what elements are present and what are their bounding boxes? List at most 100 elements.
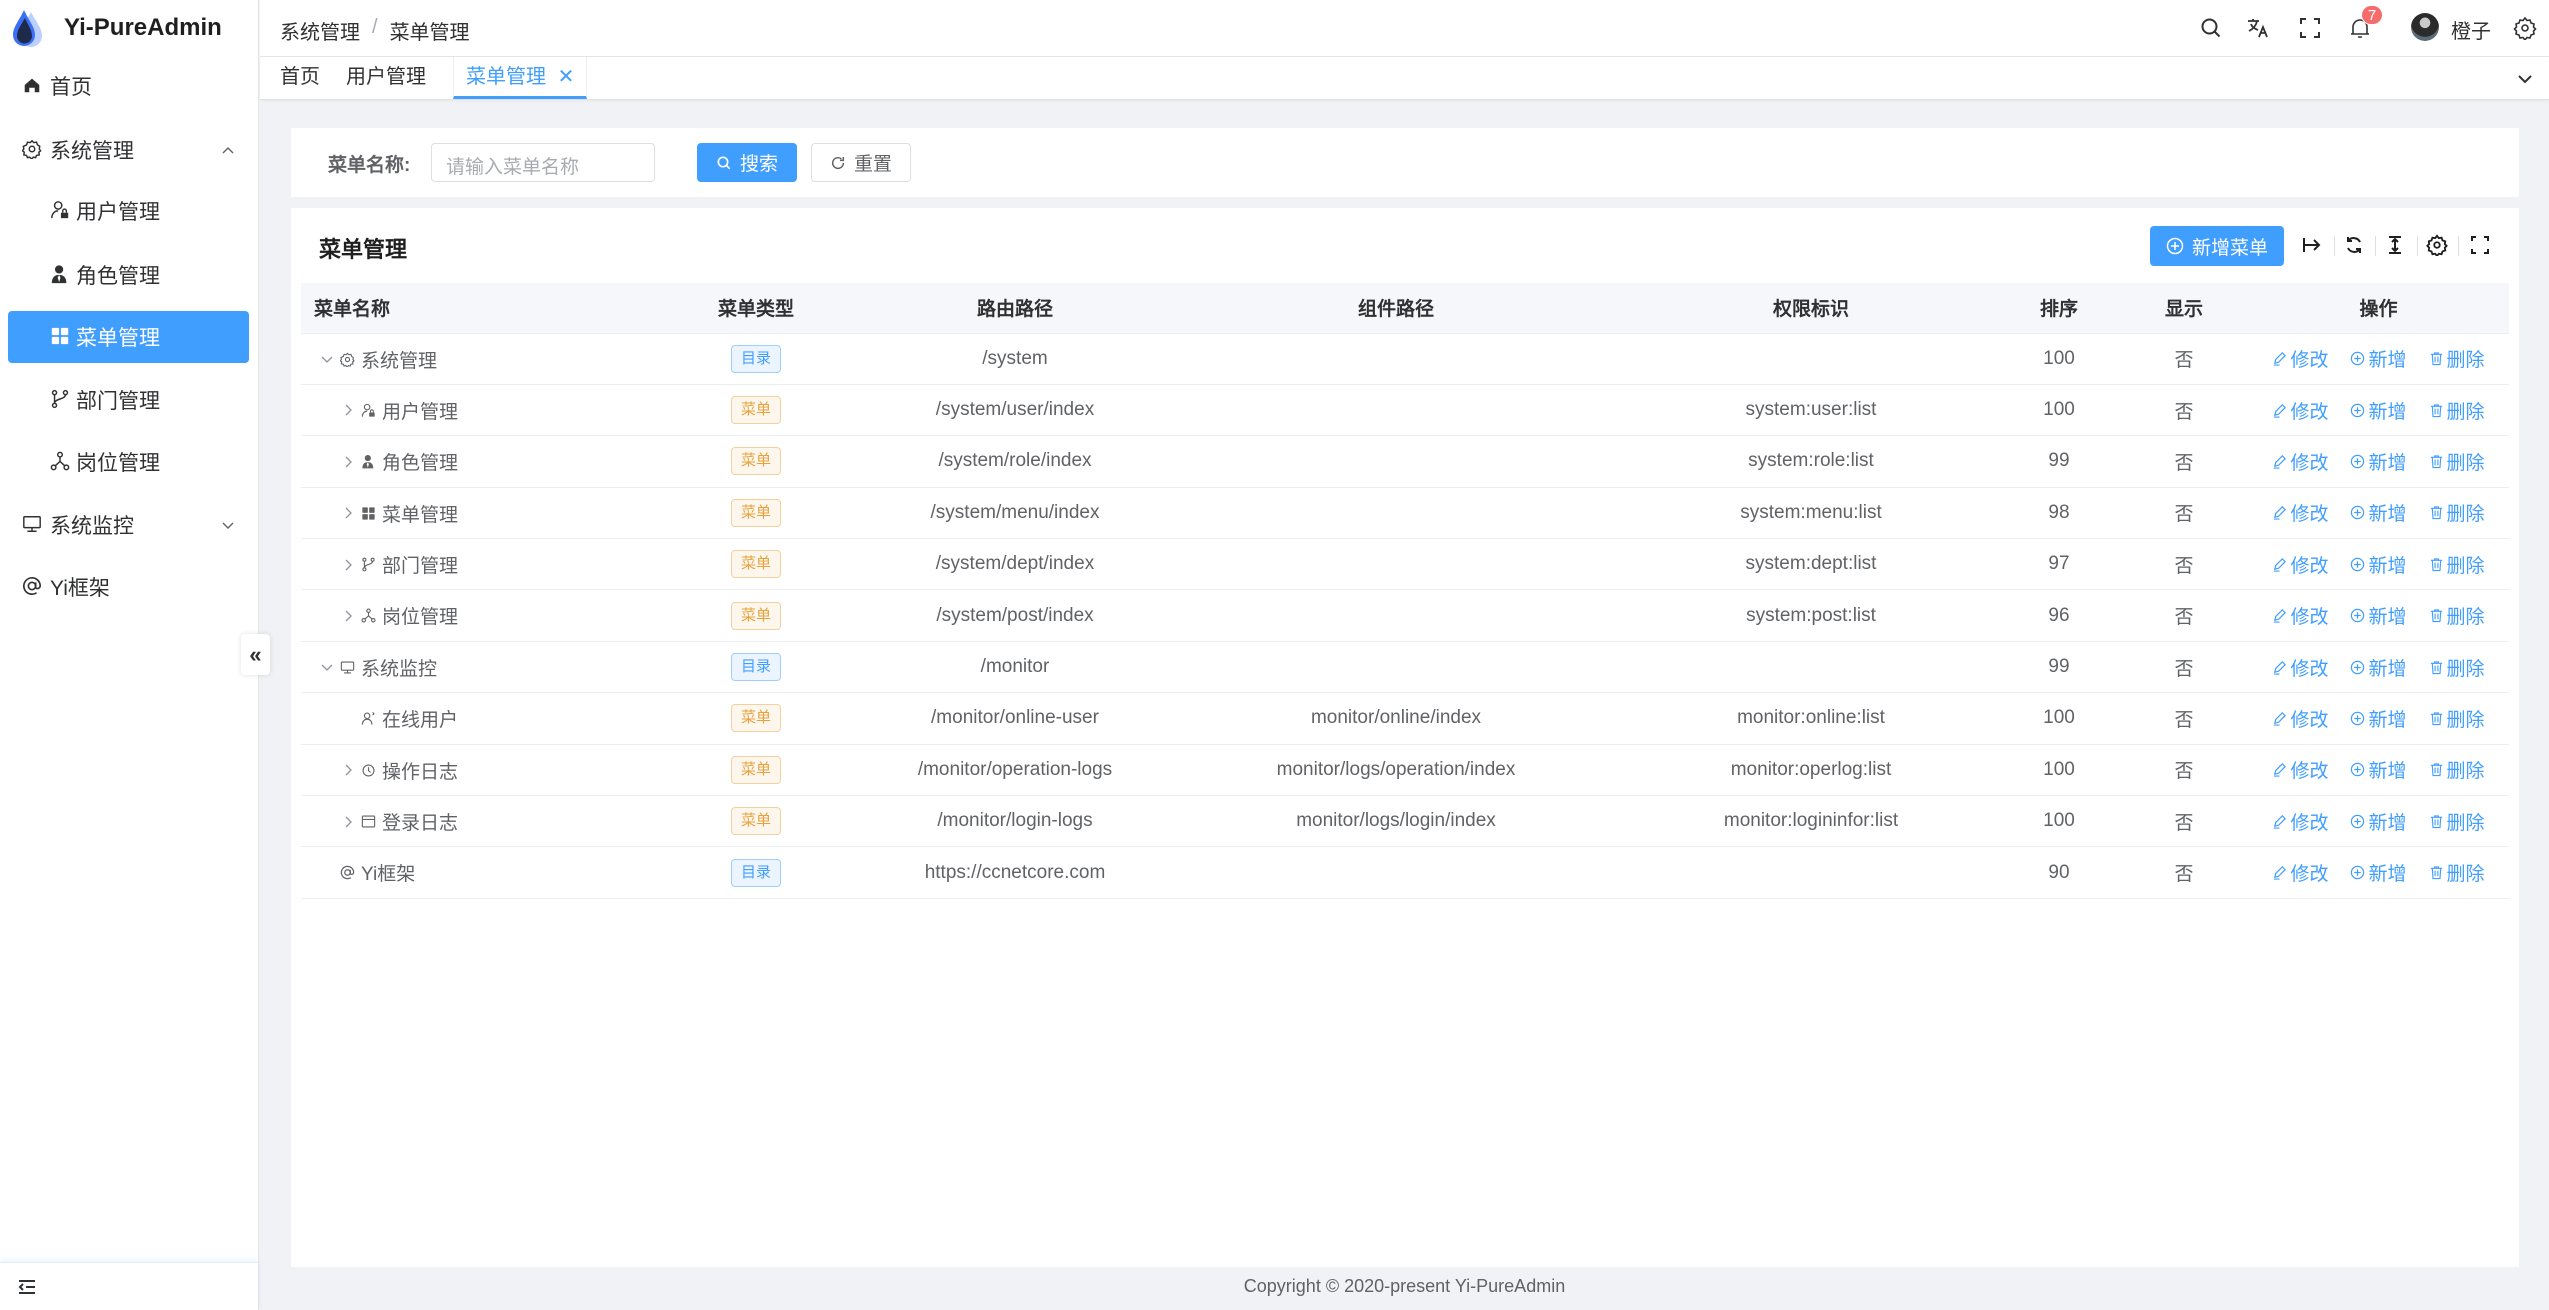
cell-permission: system:menu:list (1624, 487, 1998, 540)
expand-chevron-right-icon[interactable] (341, 403, 355, 417)
expand-all-icon[interactable] (2301, 234, 2323, 256)
delete-button[interactable]: 删除 (2429, 705, 2485, 732)
add-child-button[interactable]: 新增 (2350, 397, 2407, 424)
add-child-button[interactable]: 新增 (2350, 859, 2407, 886)
delete-button[interactable]: 删除 (2429, 345, 2485, 372)
delete-button[interactable]: 删除 (2429, 808, 2485, 835)
username[interactable]: 橙子 (2451, 21, 2491, 43)
chevron-down-icon[interactable] (2516, 70, 2534, 88)
sidebar-item-3[interactable]: 角色管理 (8, 249, 249, 301)
cell-actions: 修改 新增 删除 (2248, 795, 2509, 848)
expand-chevron-right-icon[interactable] (341, 558, 355, 572)
expand-chevron-right-icon[interactable] (341, 455, 355, 469)
edit-button[interactable]: 修改 (2272, 654, 2328, 681)
delete-button[interactable]: 删除 (2429, 551, 2485, 578)
edit-button[interactable]: 修改 (2272, 602, 2328, 629)
trash-icon (2430, 506, 2442, 520)
sidebar-item-5[interactable]: 部门管理 (8, 374, 249, 426)
avatar[interactable] (2411, 13, 2439, 41)
add-child-button[interactable]: 新增 (2350, 602, 2407, 629)
sidebar-item-2[interactable]: 用户管理 (8, 185, 249, 237)
table-row[interactable]: 岗位管理 菜单/system/post/index system:post:list… (301, 589, 2509, 642)
sidebar-item-6[interactable]: 岗位管理 (8, 436, 249, 488)
add-child-button[interactable]: 新增 (2350, 448, 2407, 475)
add-child-button[interactable]: 新增 (2350, 654, 2407, 681)
edit-button[interactable]: 修改 (2272, 345, 2328, 372)
edit-button[interactable]: 修改 (2272, 859, 2328, 886)
menu-fold-icon[interactable] (18, 1278, 36, 1296)
edit-button[interactable]: 修改 (2272, 448, 2328, 475)
notification-badge: 7 (2361, 5, 2383, 25)
delete-button[interactable]: 删除 (2429, 654, 2485, 681)
delete-button[interactable]: 删除 (2429, 859, 2485, 886)
edit-button[interactable]: 修改 (2272, 397, 2328, 424)
table-row[interactable]: 登录日志 菜单/monitor/login-logs monitor/logs/lo… (301, 795, 2509, 848)
table-row[interactable]: 部门管理 菜单/system/dept/index system:dept:list… (301, 538, 2509, 591)
add-child-button[interactable]: 新增 (2350, 499, 2407, 526)
table-row[interactable]: 在线用户 菜单/monitor/online-user monitor/online… (301, 692, 2509, 745)
tab-menu-management[interactable]: 菜单管理 ✕ (453, 57, 588, 99)
table-row[interactable]: 操作日志 菜单/monitor/operation-logs monitor/log… (301, 744, 2509, 797)
expand-chevron-down-icon[interactable] (320, 352, 334, 366)
table-row[interactable]: 系统监控 目录/monitor 99 否 修改 新增 删除 (301, 641, 2509, 694)
fullscreen-icon[interactable] (2298, 16, 2322, 40)
refresh-icon[interactable] (2343, 234, 2365, 256)
expand-chevron-right-icon[interactable] (341, 815, 355, 829)
search-button[interactable]: 搜索 (697, 143, 797, 182)
tab-home[interactable]: 首页 (280, 66, 320, 88)
edit-button[interactable]: 修改 (2272, 499, 2328, 526)
table-row[interactable]: 菜单管理 菜单/system/menu/index system:menu:list… (301, 487, 2509, 540)
fullscreen-icon[interactable] (2469, 234, 2491, 256)
delete-button[interactable]: 删除 (2429, 448, 2485, 475)
expand-chevron-right-icon[interactable] (341, 763, 355, 777)
close-icon[interactable]: ✕ (557, 66, 575, 88)
table-row[interactable]: 角色管理 菜单/system/role/index system:role:list… (301, 435, 2509, 488)
expand-chevron-down-icon[interactable] (320, 660, 334, 674)
table-row[interactable]: Yi框架 目录 https://ccnetcore.com 90 否 修改 新增 删除 (301, 846, 2509, 899)
logo[interactable]: Yi-PureAdmin (12, 8, 222, 48)
settings-gear-icon[interactable] (2513, 16, 2537, 40)
gear-icon (22, 139, 42, 159)
sidebar-item-7[interactable]: 系统监控 (8, 499, 249, 551)
edit-label: 修改 (2290, 504, 2329, 526)
delete-button[interactable]: 删除 (2429, 756, 2485, 783)
expand-chevron-right-icon[interactable] (341, 609, 355, 623)
delete-button[interactable]: 删除 (2429, 602, 2485, 629)
add-child-button[interactable]: 新增 (2350, 756, 2407, 783)
sidebar-item-4[interactable]: 菜单管理 (8, 311, 249, 363)
sidebar-item-0[interactable]: 首页 (8, 60, 249, 112)
add-child-button[interactable]: 新增 (2350, 345, 2407, 372)
add-child-button[interactable]: 新增 (2350, 705, 2407, 732)
user-lock-icon (50, 200, 72, 222)
delete-button[interactable]: 删除 (2429, 397, 2485, 424)
table-row[interactable]: 系统管理 目录/system 100 否 修改 新增 删除 (301, 333, 2509, 385)
history-icon (362, 764, 375, 777)
collapse-sidebar-button[interactable]: « (241, 634, 270, 675)
tab-user-management[interactable]: 用户管理 (346, 66, 426, 88)
edit-button[interactable]: 修改 (2272, 808, 2328, 835)
plus-circle-icon (2166, 237, 2184, 255)
cell-sort: 99 (1998, 435, 2120, 488)
delete-button[interactable]: 删除 (2429, 499, 2485, 526)
menu-name-input[interactable]: 请输入菜单名称 (431, 143, 655, 182)
table-row[interactable]: 用户管理 菜单/system/user/index system:user:list… (301, 384, 2509, 437)
expand-chevron-right-icon[interactable] (341, 506, 355, 520)
column-settings-icon[interactable] (2426, 234, 2448, 256)
reset-button[interactable]: 重置 (811, 143, 911, 182)
translate-icon[interactable] (2246, 16, 2270, 40)
cell-sort: 100 (1998, 333, 2120, 385)
sidebar-item-1[interactable]: 系统管理 (8, 124, 249, 176)
search-icon[interactable] (2199, 16, 2223, 40)
add-menu-button[interactable]: 新增菜单 (2150, 226, 2284, 266)
add-label: 新增 (2368, 350, 2407, 372)
trash-icon (2430, 712, 2442, 726)
breadcrumb-item[interactable]: 系统管理 (280, 22, 360, 44)
bell-icon[interactable] (2348, 16, 2372, 40)
sidebar-item-8[interactable]: Yi框架 (8, 561, 249, 613)
add-child-button[interactable]: 新增 (2350, 551, 2407, 578)
row-density-icon[interactable] (2384, 234, 2406, 256)
edit-button[interactable]: 修改 (2272, 756, 2328, 783)
edit-button[interactable]: 修改 (2272, 551, 2328, 578)
add-child-button[interactable]: 新增 (2350, 808, 2407, 835)
edit-button[interactable]: 修改 (2272, 705, 2328, 732)
